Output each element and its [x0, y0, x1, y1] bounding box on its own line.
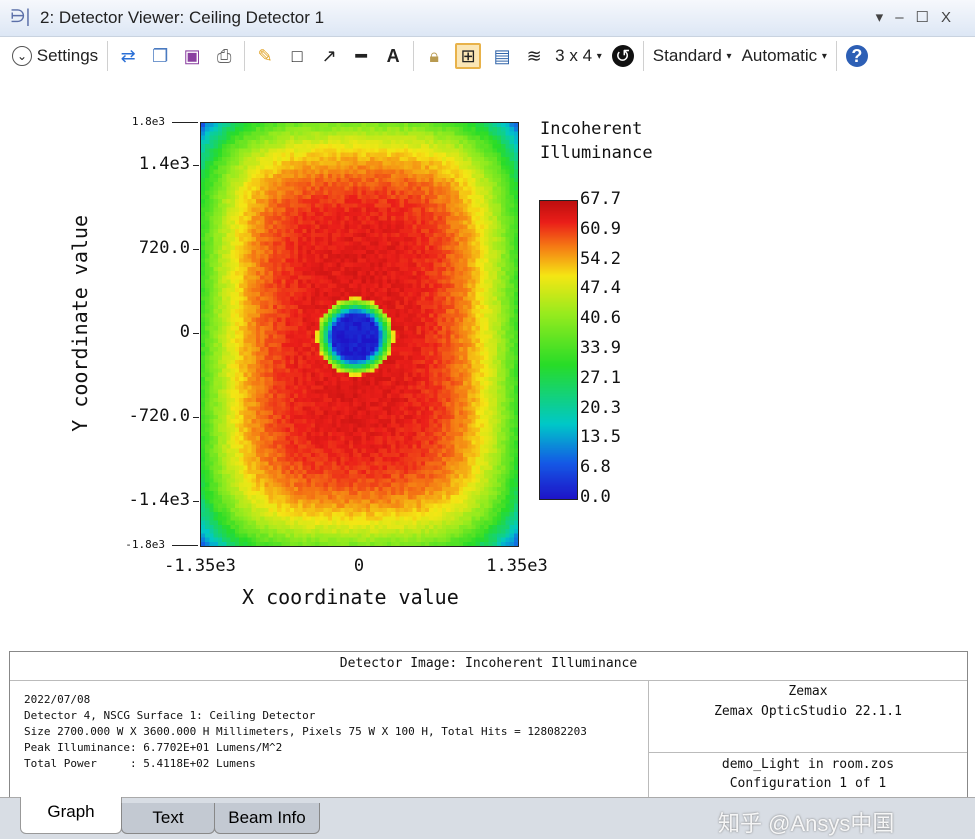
y-tick-mark: [193, 249, 199, 250]
help-icon[interactable]: ?: [845, 45, 868, 67]
y-tick-label: 1.4e3: [138, 154, 190, 174]
y-axis-label: Y coordinate value: [68, 215, 92, 432]
y-tick-mark: [193, 501, 199, 502]
colorbar-tick-label: 67.7: [580, 189, 621, 209]
y-tick-mark: [172, 545, 198, 546]
colorbar: [539, 200, 578, 500]
colorbar-tick-label: 60.9: [580, 218, 621, 239]
automatic-dropdown[interactable]: Automatic ▾: [741, 46, 827, 65]
minimize-button[interactable]: –: [895, 9, 916, 26]
settings-button[interactable]: ⌄ Settings: [12, 46, 98, 66]
copy-icon[interactable]: ❐: [152, 46, 169, 66]
info-peak: Peak Illuminance: 6.7702E+01 Lumens/M^2: [24, 741, 283, 754]
colorbar-tick-label: 0.0: [580, 487, 611, 507]
tab-graph[interactable]: Graph: [20, 797, 122, 834]
standard-dropdown[interactable]: Standard ▾: [652, 46, 732, 65]
toolbar: ⌄ Settings ⇄ ❐ ▣ ⎙ ✎ □ ↗ ━ A 🔒︎ ⊞ ▤ ≋ 3 …: [0, 37, 975, 75]
y-tick-mark: [193, 417, 199, 418]
refresh-icon[interactable]: ⇄: [120, 46, 136, 66]
x-axis-label: X coordinate value: [242, 585, 459, 609]
colorbar-tick-label: 40.6: [580, 308, 621, 329]
info-company: Zemax: [788, 684, 828, 699]
x-tick-label: 1.35e3: [486, 556, 548, 576]
tab-bar: Graph Text Beam Info: [0, 797, 975, 839]
colorbar-title-2: Illuminance: [540, 143, 653, 163]
y-tick-label: 720.0: [138, 238, 190, 258]
colorbar-tick-label: 54.2: [580, 248, 621, 269]
lock-icon[interactable]: 🔒︎: [429, 46, 439, 66]
layout-grid-dropdown[interactable]: 3 x 4 ▾: [555, 46, 602, 65]
y-tick-mark: [172, 122, 198, 123]
title-bar: ⋻| 2: Detector Viewer: Ceiling Detector …: [0, 0, 975, 37]
colorbar-title-1: Incoherent: [540, 119, 643, 139]
y-tick-mark: [193, 165, 199, 166]
pencil-icon[interactable]: ✎: [257, 46, 273, 66]
dropdown-icon[interactable]: ▾: [875, 9, 896, 26]
watermark: 知乎 @Ansys中国: [718, 811, 895, 836]
close-button[interactable]: X: [940, 9, 963, 26]
colorbar-tick-label: 20.3: [580, 397, 621, 418]
chevron-down-circle-icon: ⌄: [12, 46, 32, 66]
automatic-label: Automatic: [741, 46, 818, 65]
info-file: demo_Light in room.zos: [721, 757, 895, 772]
tab-text[interactable]: Text: [121, 803, 215, 834]
y-tick-label: 1.8e3: [131, 115, 165, 128]
print-icon[interactable]: ⎙: [216, 46, 232, 66]
rectangle-icon[interactable]: □: [291, 46, 303, 66]
window-title: 2: Detector Viewer: Ceiling Detector 1: [40, 8, 325, 27]
text-icon[interactable]: A: [386, 46, 400, 66]
info-size: Size 2700.000 W X 3600.000 H Millimeters…: [24, 725, 587, 738]
x-tick-label: 0: [353, 556, 365, 576]
layers-icon[interactable]: ≋: [526, 46, 542, 66]
layout-label: 3 x 4: [555, 46, 593, 65]
y-tick-label: -1.4e3: [128, 490, 190, 510]
colorbar-tick-label: 33.9: [580, 338, 621, 358]
window-controls[interactable]: ▾–☐X: [876, 8, 963, 26]
y-tick-label: -720.0: [128, 406, 190, 426]
app-logo-icon: ⋻|: [10, 6, 31, 26]
info-panel: Detector Image: Incoherent Illuminance 2…: [9, 651, 968, 798]
y-tick-label: 0: [179, 322, 190, 342]
y-tick-label: -1.8e3: [125, 538, 165, 551]
info-date: 2022/07/08: [24, 693, 91, 706]
heatmap-plot: [200, 122, 519, 547]
colorbar-tick-label: 13.5: [580, 427, 621, 448]
x-tick-label: -1.35e3: [164, 556, 236, 576]
settings-label: Settings: [36, 46, 99, 65]
colorbar-tick-label: 27.1: [580, 367, 621, 388]
info-config: Configuration 1 of 1: [729, 776, 887, 791]
y-tick-mark: [193, 333, 199, 334]
standard-label: Standard: [652, 46, 722, 65]
line-icon[interactable]: ━: [355, 46, 367, 66]
info-header: Detector Image: Incoherent Illuminance: [10, 652, 967, 681]
clock-icon[interactable]: ↺: [611, 45, 634, 67]
info-power: Total Power : 5.4118E+02 Lumens: [24, 757, 256, 770]
fit-icon[interactable]: ⊞: [455, 43, 482, 69]
save-icon[interactable]: ▣: [183, 46, 201, 66]
colorbar-tick-label: 6.8: [580, 457, 611, 478]
colorbar-tick-label: 47.4: [580, 278, 621, 299]
info-product: Zemax OpticStudio 22.1.1: [714, 704, 902, 719]
tab-beam-info[interactable]: Beam Info: [214, 803, 320, 834]
maximize-button[interactable]: ☐: [915, 9, 941, 26]
info-detector: Detector 4, NSCG Surface 1: Ceiling Dete…: [24, 709, 316, 722]
window-icon[interactable]: ▤: [493, 46, 511, 66]
arrow-icon[interactable]: ↗: [321, 46, 337, 66]
